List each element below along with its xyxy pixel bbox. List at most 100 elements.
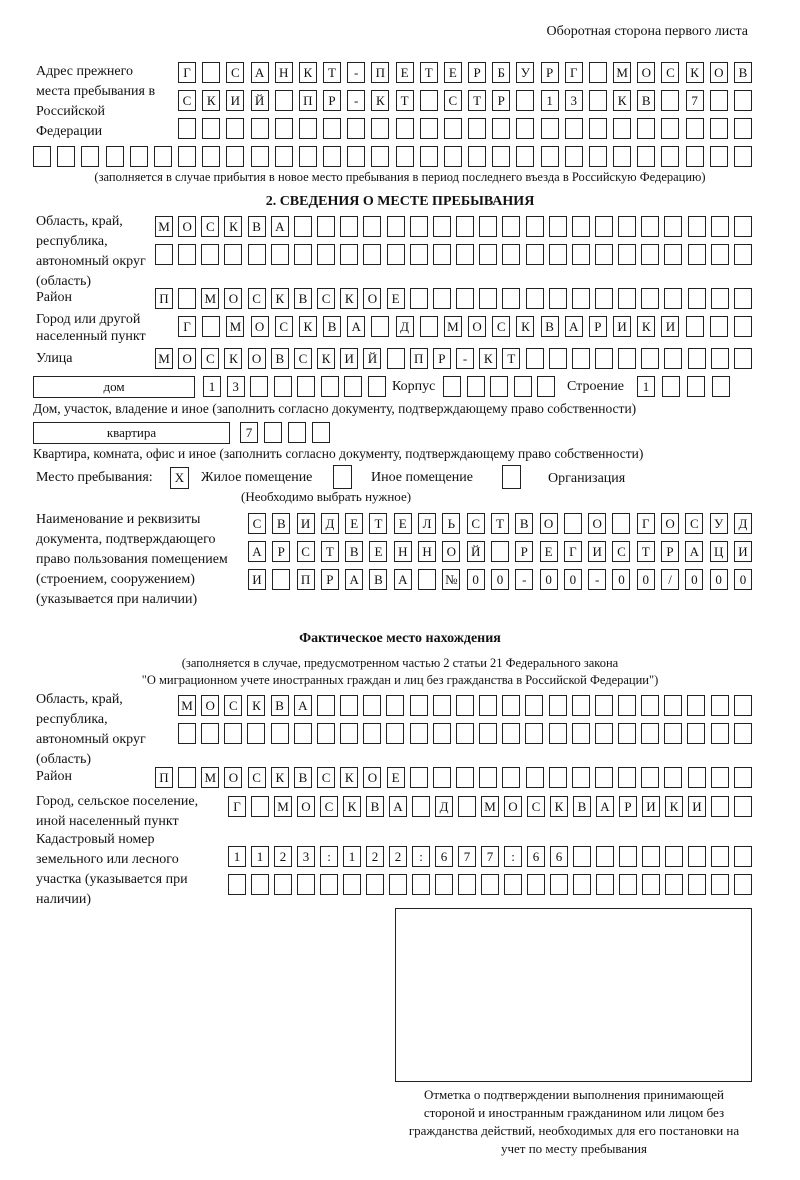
char-cell[interactable] <box>419 118 438 139</box>
char-cell[interactable]: О <box>709 62 728 83</box>
char-cell[interactable]: К <box>317 348 336 369</box>
char-cell[interactable] <box>363 695 382 716</box>
char-cell[interactable] <box>687 695 706 716</box>
char-cell[interactable] <box>293 723 312 744</box>
char-cell[interactable] <box>504 874 522 895</box>
char-cell[interactable] <box>710 216 729 237</box>
cadastre-row-2[interactable] <box>228 874 752 896</box>
region-row-2[interactable] <box>155 244 752 266</box>
char-cell[interactable]: С <box>661 62 680 83</box>
char-cell[interactable] <box>588 90 607 111</box>
char-cell[interactable] <box>594 723 613 744</box>
char-cell[interactable] <box>340 244 359 265</box>
char-cell[interactable]: В <box>323 316 342 337</box>
char-cell[interactable] <box>516 146 535 167</box>
char-cell[interactable] <box>366 874 384 895</box>
char-cell[interactable] <box>594 288 613 309</box>
char-cell[interactable] <box>548 244 567 265</box>
char-cell[interactable]: Ь <box>442 513 461 534</box>
char-cell[interactable] <box>733 216 752 237</box>
char-cell[interactable]: 3 <box>564 90 583 111</box>
char-cell[interactable] <box>687 376 705 397</box>
char-cell[interactable]: В <box>573 796 591 817</box>
char-cell[interactable] <box>642 874 660 895</box>
char-cell[interactable]: И <box>642 796 660 817</box>
char-cell[interactable] <box>386 348 405 369</box>
char-cell[interactable] <box>516 90 535 111</box>
char-cell[interactable] <box>664 695 683 716</box>
char-cell[interactable] <box>664 288 683 309</box>
char-cell[interactable] <box>340 695 359 716</box>
char-cell[interactable] <box>733 118 752 139</box>
char-cell[interactable]: Л <box>418 513 437 534</box>
char-cell[interactable] <box>251 874 269 895</box>
char-cell[interactable]: 7 <box>458 846 476 867</box>
char-cell[interactable] <box>733 348 752 369</box>
char-cell[interactable]: К <box>298 62 317 83</box>
char-cell[interactable]: В <box>293 288 312 309</box>
char-cell[interactable] <box>548 288 567 309</box>
char-cell[interactable]: К <box>550 796 568 817</box>
char-cell[interactable] <box>588 62 607 83</box>
char-cell[interactable]: С <box>293 348 312 369</box>
char-cell[interactable]: О <box>250 316 269 337</box>
char-cell[interactable] <box>733 723 752 744</box>
char-cell[interactable] <box>527 874 545 895</box>
char-cell[interactable]: М <box>443 316 462 337</box>
char-cell[interactable]: М <box>155 216 173 237</box>
char-cell[interactable] <box>662 376 680 397</box>
char-cell[interactable] <box>564 118 583 139</box>
char-cell[interactable] <box>466 376 485 397</box>
char-cell[interactable] <box>250 118 269 139</box>
char-cell[interactable] <box>525 244 544 265</box>
char-cell[interactable] <box>226 146 245 167</box>
building-row[interactable]: 1 <box>637 376 730 398</box>
char-cell[interactable] <box>201 723 220 744</box>
char-cell[interactable]: М <box>201 767 220 788</box>
char-cell[interactable]: К <box>516 316 535 337</box>
char-cell[interactable] <box>687 244 706 265</box>
char-cell[interactable] <box>573 846 591 867</box>
char-cell[interactable] <box>588 118 607 139</box>
char-cell[interactable] <box>733 288 752 309</box>
char-cell[interactable]: П <box>155 767 173 788</box>
char-cell[interactable] <box>688 846 706 867</box>
char-cell[interactable]: 0 <box>612 569 631 590</box>
char-cell[interactable] <box>571 723 590 744</box>
char-cell[interactable]: Р <box>619 796 637 817</box>
char-cell[interactable] <box>386 244 405 265</box>
char-cell[interactable]: У <box>516 62 535 83</box>
char-cell[interactable] <box>367 376 386 397</box>
char-cell[interactable] <box>709 316 728 337</box>
char-cell[interactable] <box>418 569 437 590</box>
char-cell[interactable]: О <box>201 695 220 716</box>
char-cell[interactable] <box>153 146 172 167</box>
char-cell[interactable]: О <box>224 288 243 309</box>
char-cell[interactable] <box>502 723 521 744</box>
char-cell[interactable] <box>613 146 632 167</box>
char-cell[interactable] <box>573 874 591 895</box>
char-cell[interactable] <box>641 723 660 744</box>
char-cell[interactable] <box>344 376 363 397</box>
char-cell[interactable] <box>571 348 590 369</box>
char-cell[interactable] <box>57 146 76 167</box>
char-cell[interactable]: - <box>347 90 366 111</box>
char-cell[interactable]: Р <box>661 541 680 562</box>
char-cell[interactable]: Д <box>320 513 339 534</box>
char-cell[interactable] <box>596 846 614 867</box>
char-cell[interactable] <box>664 723 683 744</box>
char-cell[interactable] <box>202 146 221 167</box>
char-cell[interactable]: В <box>733 62 752 83</box>
char-cell[interactable]: С <box>685 513 704 534</box>
char-cell[interactable]: 0 <box>466 569 485 590</box>
char-cell[interactable] <box>479 244 498 265</box>
char-cell[interactable]: / <box>661 569 680 590</box>
char-cell[interactable] <box>432 288 451 309</box>
char-cell[interactable] <box>687 767 706 788</box>
char-cell[interactable]: Т <box>490 513 509 534</box>
char-cell[interactable] <box>637 118 656 139</box>
char-cell[interactable]: 6 <box>527 846 545 867</box>
char-cell[interactable]: О <box>588 513 607 534</box>
char-cell[interactable]: 2 <box>274 846 292 867</box>
